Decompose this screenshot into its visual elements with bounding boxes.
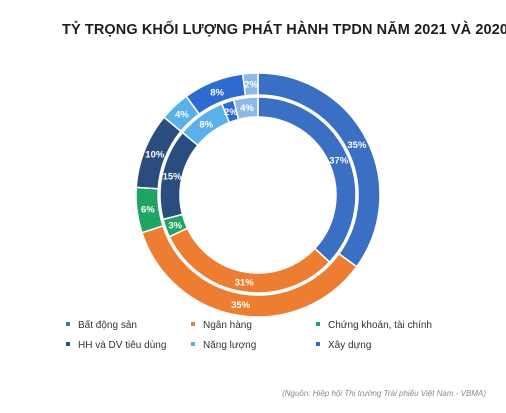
legend-item: Ngân hàng (191, 320, 252, 331)
inner-segment-label: 3% (168, 220, 182, 231)
legend-item: Năng lượng (191, 340, 256, 351)
legend-label: Năng lượng (203, 340, 257, 351)
inner-segment-label: 8% (199, 119, 213, 130)
inner-segment-label: 4% (240, 103, 254, 114)
outer-segment-label: 35% (231, 300, 251, 311)
inner-segment (232, 96, 259, 121)
legend-marker (66, 342, 70, 347)
outer-segment-label: 10% (145, 150, 165, 161)
outer-segment-label: 35% (347, 140, 367, 151)
outer-segment-label: 8% (210, 87, 224, 98)
legend-label: Chứng khoán, tài chính (328, 320, 432, 331)
outer-segment-label: 2% (244, 80, 258, 91)
inner-segment-label: 31% (235, 277, 255, 288)
legend-marker (191, 322, 195, 327)
legend-label: Bất động sản (78, 320, 137, 331)
legend-item: Chứng khoán, tài chính (316, 320, 432, 331)
legend-marker (316, 342, 320, 347)
legend-item: HH và DV tiêu dùng (66, 340, 166, 351)
source-note: (Nguồn: Hiệp hội Thị trường Trái phiếu V… (282, 389, 486, 398)
outer-ring (135, 72, 381, 318)
legend-item: Xây dựng (316, 340, 371, 351)
outer-segment (241, 72, 259, 97)
inner-segment-label: 2% (224, 107, 238, 118)
legend-marker (66, 322, 70, 327)
legend-marker (191, 342, 195, 347)
outer-segment-label: 4% (175, 110, 189, 121)
outer-segment-label: 6% (141, 204, 155, 215)
legend-item: Bất động sản (66, 320, 137, 331)
chart-title: TỶ TRỌNG KHỐI LƯỢNG PHÁT HÀNH TPDN NĂM 2… (62, 22, 506, 38)
legend-label: HH và DV tiêu dùng (78, 340, 167, 351)
legend-marker (316, 322, 320, 327)
inner-segment-label: 37% (329, 156, 349, 167)
legend-label: Xây dựng (328, 340, 372, 351)
inner-ring (159, 96, 357, 294)
segment-labels: 35%35%6%10%4%8%2%37%31%3%15%8%2% 4% (141, 80, 367, 311)
inner-segment-label: 15% (163, 171, 183, 182)
legend-label: Ngân hàng (203, 320, 252, 331)
